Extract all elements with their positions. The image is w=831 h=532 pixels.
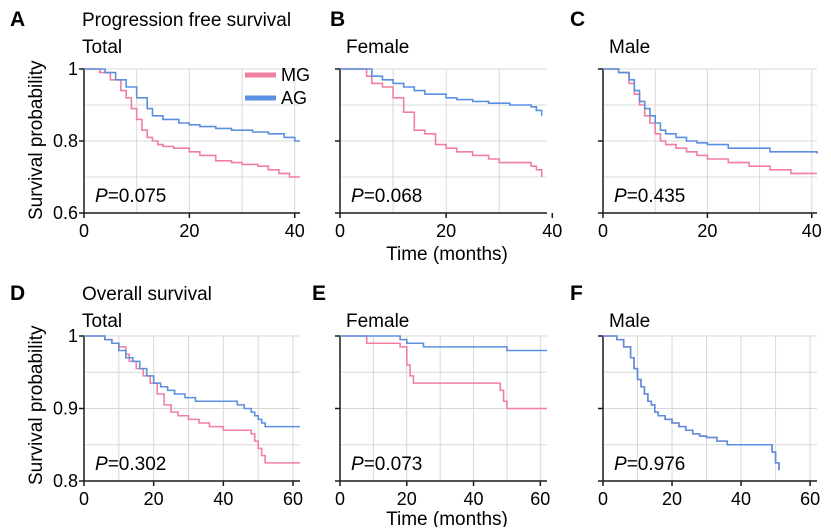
panel-subtitle-f: Male <box>609 311 650 332</box>
series-line-mg <box>340 68 543 177</box>
series-line-mg <box>603 335 780 471</box>
legend-label-ag: AG <box>281 88 307 108</box>
x-tick-label: 20 <box>697 221 717 241</box>
panel-c: 0 20 40 C Male P=0.435 <box>570 8 822 241</box>
series-line-ag <box>340 335 547 352</box>
p-value-f: P=0.976 <box>614 454 685 475</box>
x-tick-label: 40 <box>285 221 305 241</box>
p-value-b: P=0.068 <box>351 186 422 207</box>
x-axis-title-bottom: Time (months) <box>386 509 508 527</box>
y-tick-label: 0.6 <box>53 203 78 223</box>
y-axis-title-bottom: Survival probability <box>26 325 47 485</box>
x-tick-label: 60 <box>283 489 303 509</box>
y-axis-title-top: Survival probability <box>26 60 47 220</box>
p-value-a: P=0.075 <box>95 186 166 207</box>
panel-letter-a: A <box>10 8 25 31</box>
panel-subtitle-e: Female <box>346 311 409 332</box>
x-tick-label: 60 <box>800 489 820 509</box>
legend: MG AG <box>245 65 310 108</box>
y-tick-label: 1 <box>68 326 78 346</box>
panel-subtitle-d: Total <box>82 311 122 332</box>
panel-letter-e: E <box>312 282 326 305</box>
panel-f: 0 20 40 60 F Male P=0.976 <box>570 282 820 509</box>
series-line-mg <box>84 68 300 178</box>
x-tick-label: 0 <box>79 221 89 241</box>
x-tick-label: 0 <box>335 489 345 509</box>
y-tick-label: 0.9 <box>53 399 78 419</box>
panel-letter-d: D <box>10 282 25 305</box>
x-tick-label: 0 <box>335 221 345 241</box>
series-line-mg <box>340 335 547 410</box>
x-tick-label: 20 <box>662 489 682 509</box>
series-line-mg <box>603 68 817 175</box>
x-tick-label: 20 <box>397 489 417 509</box>
p-value-d: P=0.302 <box>95 454 166 475</box>
x-tick-label: 60 <box>530 489 550 509</box>
panel-title-d: Overall survival <box>82 284 212 305</box>
panel-letter-c: C <box>570 8 585 31</box>
x-tick-label: 20 <box>436 221 456 241</box>
panel-letter-b: B <box>330 8 345 31</box>
series-line-ag <box>84 68 300 142</box>
series-line-ag <box>603 335 780 471</box>
x-tick-label: 40 <box>464 489 484 509</box>
panel-letter-f: F <box>570 282 583 305</box>
y-tick-label: 0.8 <box>53 131 78 151</box>
legend-label-mg: MG <box>281 65 310 85</box>
panel-subtitle-a: Total <box>82 37 122 58</box>
y-tick-label: 1 <box>68 59 78 79</box>
x-tick-label: 20 <box>179 221 199 241</box>
x-tick-label: 0 <box>598 221 608 241</box>
x-axis-title-top: Time (months) <box>386 244 508 265</box>
y-tick-label: 0.8 <box>53 471 78 491</box>
x-tick-label: 40 <box>213 489 233 509</box>
x-tick-label: 0 <box>598 489 608 509</box>
series-line-ag <box>603 68 818 154</box>
p-value-e: P=0.073 <box>351 454 422 475</box>
panel-title-a: Progression free survival <box>82 10 291 31</box>
panel-e: 0 20 40 60 E Female P=0.073 <box>312 282 550 509</box>
panel-a: 0.6 0.8 1 0 20 40 A Progression free survival To… <box>10 8 305 241</box>
series-line-mg <box>84 335 300 464</box>
series-line-ag <box>84 335 300 428</box>
x-tick-label: 40 <box>802 221 822 241</box>
x-tick-label: 40 <box>731 489 751 509</box>
panel-d: 0.8 0.9 1 0 20 40 60 D Overall survival Total P=0.… <box>10 282 303 509</box>
x-tick-label: 20 <box>144 489 164 509</box>
panel-subtitle-b: Female <box>346 37 409 58</box>
p-value-c: P=0.435 <box>614 186 685 207</box>
panel-subtitle-c: Male <box>609 37 650 58</box>
x-tick-label: 40 <box>542 221 562 241</box>
series-line-ag <box>340 68 543 116</box>
panels-layer: 0.6 0.8 1 0 20 40 A Progression free survival To… <box>10 8 822 509</box>
x-tick-label: 0 <box>79 489 89 509</box>
